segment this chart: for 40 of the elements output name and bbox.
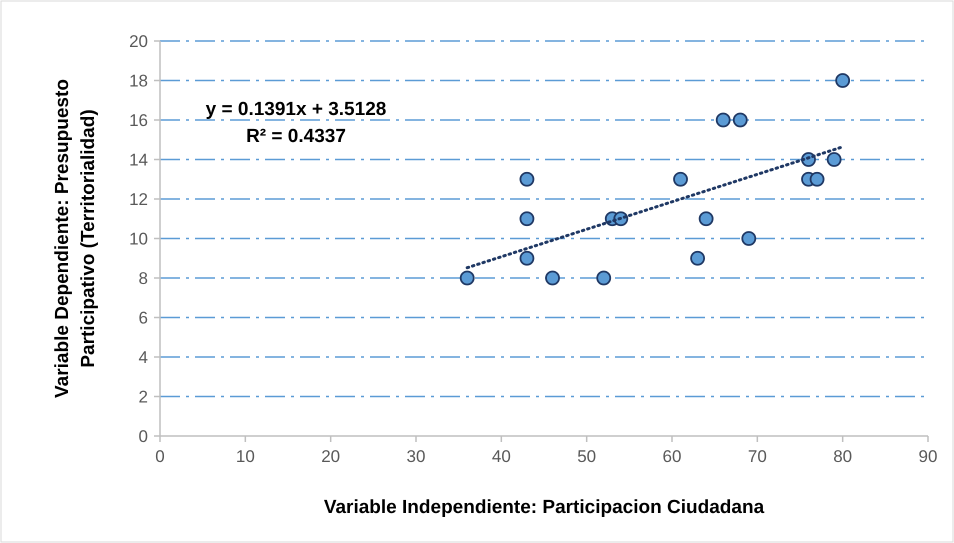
x-tick-label: 90 bbox=[918, 447, 938, 466]
y-tick-label: 0 bbox=[138, 426, 148, 446]
point bbox=[698, 211, 714, 226]
y-axis-title: Variable Dependiente: Presupuesto Participativo (Territorialidad) bbox=[52, 79, 99, 398]
point bbox=[673, 172, 688, 187]
x-tick-label: 80 bbox=[833, 447, 852, 466]
y-tick-label: 12 bbox=[129, 190, 148, 209]
point bbox=[810, 172, 824, 187]
point bbox=[596, 270, 612, 286]
y-tick-label: 14 bbox=[129, 150, 148, 170]
y-tick-label: 18 bbox=[129, 71, 148, 90]
annotation: y = 0.1391x + 3.5128 bbox=[206, 99, 386, 120]
x-tick-label: 10 bbox=[236, 447, 255, 466]
x-tick-label: 50 bbox=[577, 447, 596, 466]
y-tick-label: 16 bbox=[129, 110, 148, 130]
y-tick-label: 8 bbox=[138, 268, 148, 288]
point bbox=[741, 231, 756, 246]
x-tick-label: 30 bbox=[406, 447, 426, 466]
y-tick-label: 6 bbox=[138, 308, 148, 328]
point bbox=[716, 112, 731, 128]
x-tick-label: 40 bbox=[492, 447, 511, 466]
y-tick-label: 10 bbox=[129, 229, 148, 248]
point bbox=[460, 270, 475, 286]
y-tick-label: 4 bbox=[138, 348, 148, 367]
x-tick-label: 20 bbox=[321, 447, 340, 466]
annotation: R² = 0.4337 bbox=[246, 126, 346, 147]
point bbox=[520, 211, 534, 226]
x-tick-label: 0 bbox=[155, 447, 165, 466]
point bbox=[520, 172, 534, 187]
point bbox=[545, 270, 560, 286]
point bbox=[520, 250, 534, 266]
y-tick-label: 2 bbox=[138, 387, 148, 406]
x-axis-title: Variable Independiente: Participacion Ciudadana bbox=[324, 497, 765, 518]
point bbox=[732, 112, 748, 128]
point bbox=[835, 73, 850, 88]
point bbox=[690, 250, 706, 266]
x-tick-label: 70 bbox=[748, 447, 767, 466]
y-tick-label: 20 bbox=[129, 32, 148, 51]
x-tick-label: 60 bbox=[662, 447, 682, 466]
point bbox=[826, 152, 842, 167]
